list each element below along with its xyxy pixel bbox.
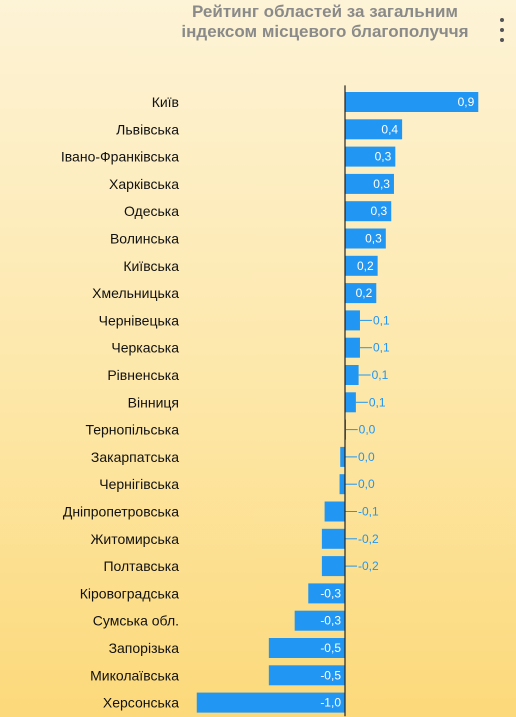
value-label: -0,3 — [320, 586, 341, 600]
category-label: Херсонська — [103, 695, 179, 711]
category-label: Київська — [123, 258, 179, 274]
category-label: Кіровоградська — [80, 585, 179, 601]
chart-title-line2: індексом місцевого благополуччя — [181, 22, 469, 41]
bar — [345, 201, 392, 222]
value-label: 0,4 — [381, 122, 398, 136]
menu-dot — [500, 28, 504, 32]
bar — [196, 692, 345, 713]
menu-dot — [500, 38, 504, 42]
bar — [345, 255, 378, 276]
value-label: 0,1 — [373, 313, 390, 327]
bar — [345, 92, 479, 112]
category-label: Рівненська — [107, 367, 179, 383]
category-label: Івано-Франківська — [61, 149, 179, 165]
value-label: 0,1 — [369, 395, 386, 409]
bar — [345, 283, 377, 304]
category-label: Запорізька — [109, 640, 180, 656]
category-label: Київ — [152, 94, 179, 110]
value-label: -0,5 — [320, 668, 341, 682]
category-label: Чернігівська — [99, 476, 179, 492]
bar — [345, 392, 356, 413]
category-label: Житомирська — [90, 531, 179, 547]
value-label: -1,0 — [320, 696, 341, 710]
bar — [339, 474, 345, 495]
category-label: Харківська — [109, 176, 179, 192]
value-label: -0,5 — [320, 641, 341, 655]
value-label: 0,3 — [373, 177, 390, 191]
value-label: -0,3 — [320, 614, 341, 628]
value-label: 0,3 — [365, 232, 382, 246]
chart-title: Рейтинг областей за загальним індексом м… — [175, 2, 475, 42]
category-label: Одеська — [124, 203, 179, 219]
category-label: Волинська — [110, 231, 179, 247]
bar — [294, 610, 345, 631]
value-label: -0,1 — [358, 505, 379, 519]
more-vert-icon[interactable] — [496, 18, 508, 42]
category-label: Тернопільська — [85, 422, 179, 438]
value-label: 0,2 — [357, 259, 374, 273]
bar — [345, 146, 396, 167]
bar — [340, 446, 345, 467]
category-label: Дніпропетровська — [63, 504, 179, 520]
bar — [324, 501, 345, 522]
value-label: 0,2 — [356, 286, 373, 300]
value-label: 0,1 — [373, 341, 390, 355]
bar — [345, 337, 360, 358]
value-label: -0,2 — [358, 532, 379, 546]
bar — [345, 228, 386, 249]
bar — [321, 556, 345, 577]
bar — [345, 173, 394, 194]
category-label: Вінниця — [128, 394, 179, 410]
value-label: 0,3 — [375, 150, 392, 164]
value-label: -0,2 — [358, 559, 379, 573]
bar — [345, 310, 360, 331]
bar — [308, 583, 345, 604]
category-label: Львівська — [116, 121, 179, 137]
category-label: Миколаївська — [90, 667, 179, 683]
value-label: 0,9 — [458, 95, 475, 109]
bar — [268, 638, 345, 658]
category-label: Чернівецька — [99, 312, 180, 328]
category-label: Хмельницька — [92, 285, 179, 301]
value-label: 0,1 — [372, 368, 389, 382]
value-label: 0,0 — [358, 477, 375, 491]
bar — [268, 665, 345, 686]
value-label: 0,0 — [359, 423, 376, 437]
category-label: Сумська обл. — [93, 613, 179, 629]
bar — [345, 119, 403, 140]
category-label: Полтавська — [103, 558, 179, 574]
bar — [345, 365, 359, 385]
menu-dot — [500, 18, 504, 22]
category-label: Черкаська — [111, 340, 179, 356]
bar — [321, 528, 345, 549]
value-label: 0,3 — [371, 204, 388, 218]
chart-title-line1: Рейтинг областей за загальним — [192, 2, 458, 21]
category-label: Закарпатська — [91, 449, 179, 465]
value-label: 0,0 — [358, 450, 375, 464]
